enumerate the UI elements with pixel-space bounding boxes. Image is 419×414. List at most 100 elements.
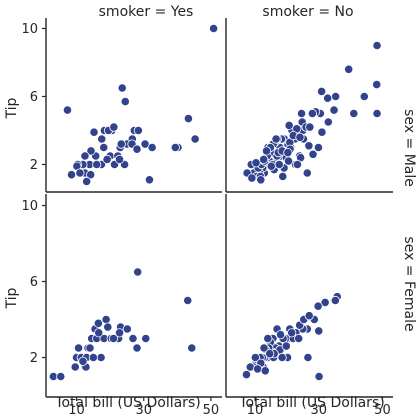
scatter-point xyxy=(277,352,287,363)
scatter-point xyxy=(317,86,327,97)
scatter-point xyxy=(274,159,284,170)
scatter-point xyxy=(253,364,263,374)
scatter-point xyxy=(250,352,260,363)
x-tick-label: 30 xyxy=(310,403,327,414)
scatter-point xyxy=(183,114,194,124)
scatter-point xyxy=(73,343,84,353)
scatter-point xyxy=(122,324,132,334)
scatter-point xyxy=(62,105,73,115)
scatter-point xyxy=(247,173,257,183)
scatter-point xyxy=(70,362,80,372)
scatter-point xyxy=(307,108,317,119)
scatter-point xyxy=(109,122,119,132)
scatter-point xyxy=(132,343,142,353)
scatter-point xyxy=(259,154,269,164)
y-tick-label: 10 xyxy=(21,22,38,37)
scatter-point xyxy=(85,343,95,353)
facet-panels: 2 6 10 2 6 10 10 30 50 10 30 50 xyxy=(21,18,393,414)
scatter-point xyxy=(349,108,359,119)
scatter-point xyxy=(313,301,323,311)
x-tick-label: 50 xyxy=(203,403,220,414)
col-title-smoker-yes: smoker = Yes xyxy=(99,4,194,20)
row-title-sex-male: sex = Male xyxy=(401,109,417,187)
y-axis-label-bottom: Tip xyxy=(4,287,20,309)
scatter-point xyxy=(66,170,77,180)
scatter-point xyxy=(114,154,125,164)
y-tick-label: 2 xyxy=(30,351,38,366)
scatter-point xyxy=(144,175,155,185)
scatter-point xyxy=(132,144,142,154)
scatter-point xyxy=(278,171,288,181)
scatter-point xyxy=(292,159,303,170)
scatter-point xyxy=(372,108,382,119)
y-tick-label: 10 xyxy=(21,199,38,214)
scatter-point xyxy=(86,170,96,180)
scatter-point xyxy=(92,159,102,170)
scatter-point xyxy=(241,369,252,380)
scatter-point xyxy=(320,297,330,307)
scatter-point xyxy=(141,333,151,344)
scatter-point xyxy=(284,120,294,131)
scatter-point xyxy=(344,64,354,74)
x-tick-label: 50 xyxy=(374,403,391,414)
scatter-point xyxy=(323,93,333,103)
scatter-point xyxy=(260,366,270,376)
scatter-point xyxy=(89,127,99,137)
scatter-point xyxy=(94,328,104,338)
scatter-point xyxy=(102,154,112,164)
scatter-point xyxy=(294,333,304,344)
scatter-point xyxy=(88,352,98,363)
scatter-point xyxy=(86,146,96,156)
x-axis-label-left: Total bill (US Dollars) xyxy=(54,395,200,411)
x-tick-label: 10 xyxy=(247,403,264,414)
scatter-point xyxy=(97,134,107,144)
scatter-point xyxy=(103,322,113,332)
scatter-point xyxy=(147,142,157,153)
scatter-point xyxy=(287,328,297,338)
scatter-point xyxy=(120,97,130,107)
scatter-point xyxy=(96,352,106,363)
scatter-point xyxy=(313,142,324,153)
x-tick-label: 30 xyxy=(135,403,152,414)
scatter-point xyxy=(80,151,90,161)
scatter-point xyxy=(295,132,305,142)
col-title-smoker-no: smoker = No xyxy=(262,4,353,20)
scatter-point xyxy=(304,141,314,151)
scatter-point xyxy=(308,149,318,159)
scatter-point xyxy=(304,311,314,321)
scatter-point xyxy=(170,142,180,153)
scatter-point xyxy=(101,314,111,325)
scatter-point xyxy=(133,267,143,277)
y-tick-label: 6 xyxy=(30,275,38,290)
scatter-point xyxy=(271,134,281,144)
scatter-point xyxy=(187,343,197,353)
scatter-point xyxy=(275,330,286,340)
scatter-point xyxy=(116,139,126,149)
scatter-point xyxy=(330,295,340,306)
scatter-point xyxy=(302,168,312,178)
scatter-point xyxy=(256,175,266,185)
scatter-point xyxy=(283,148,293,158)
y-tick-label: 6 xyxy=(30,90,38,105)
scatter-point xyxy=(133,125,143,136)
scatter-point xyxy=(314,371,324,382)
scatter-point xyxy=(190,134,200,144)
scatter-point xyxy=(263,333,273,344)
scatter-point xyxy=(323,117,333,127)
scatter-point xyxy=(305,122,315,132)
scatter-point xyxy=(117,83,127,93)
scatter-point xyxy=(372,80,382,90)
scatter-point xyxy=(296,108,307,119)
scatter-point xyxy=(78,356,88,366)
scatter-point xyxy=(75,168,85,178)
scatter-point xyxy=(128,333,138,344)
scatter-point xyxy=(82,176,92,187)
y-tick-label: 2 xyxy=(30,158,38,173)
x-tick-label: 10 xyxy=(68,403,85,414)
scatter-point xyxy=(317,127,327,137)
y-axis-label-top: Tip xyxy=(4,97,20,119)
scatter-point xyxy=(259,343,269,353)
scatter-point xyxy=(108,333,119,344)
scatter-point xyxy=(93,318,103,328)
